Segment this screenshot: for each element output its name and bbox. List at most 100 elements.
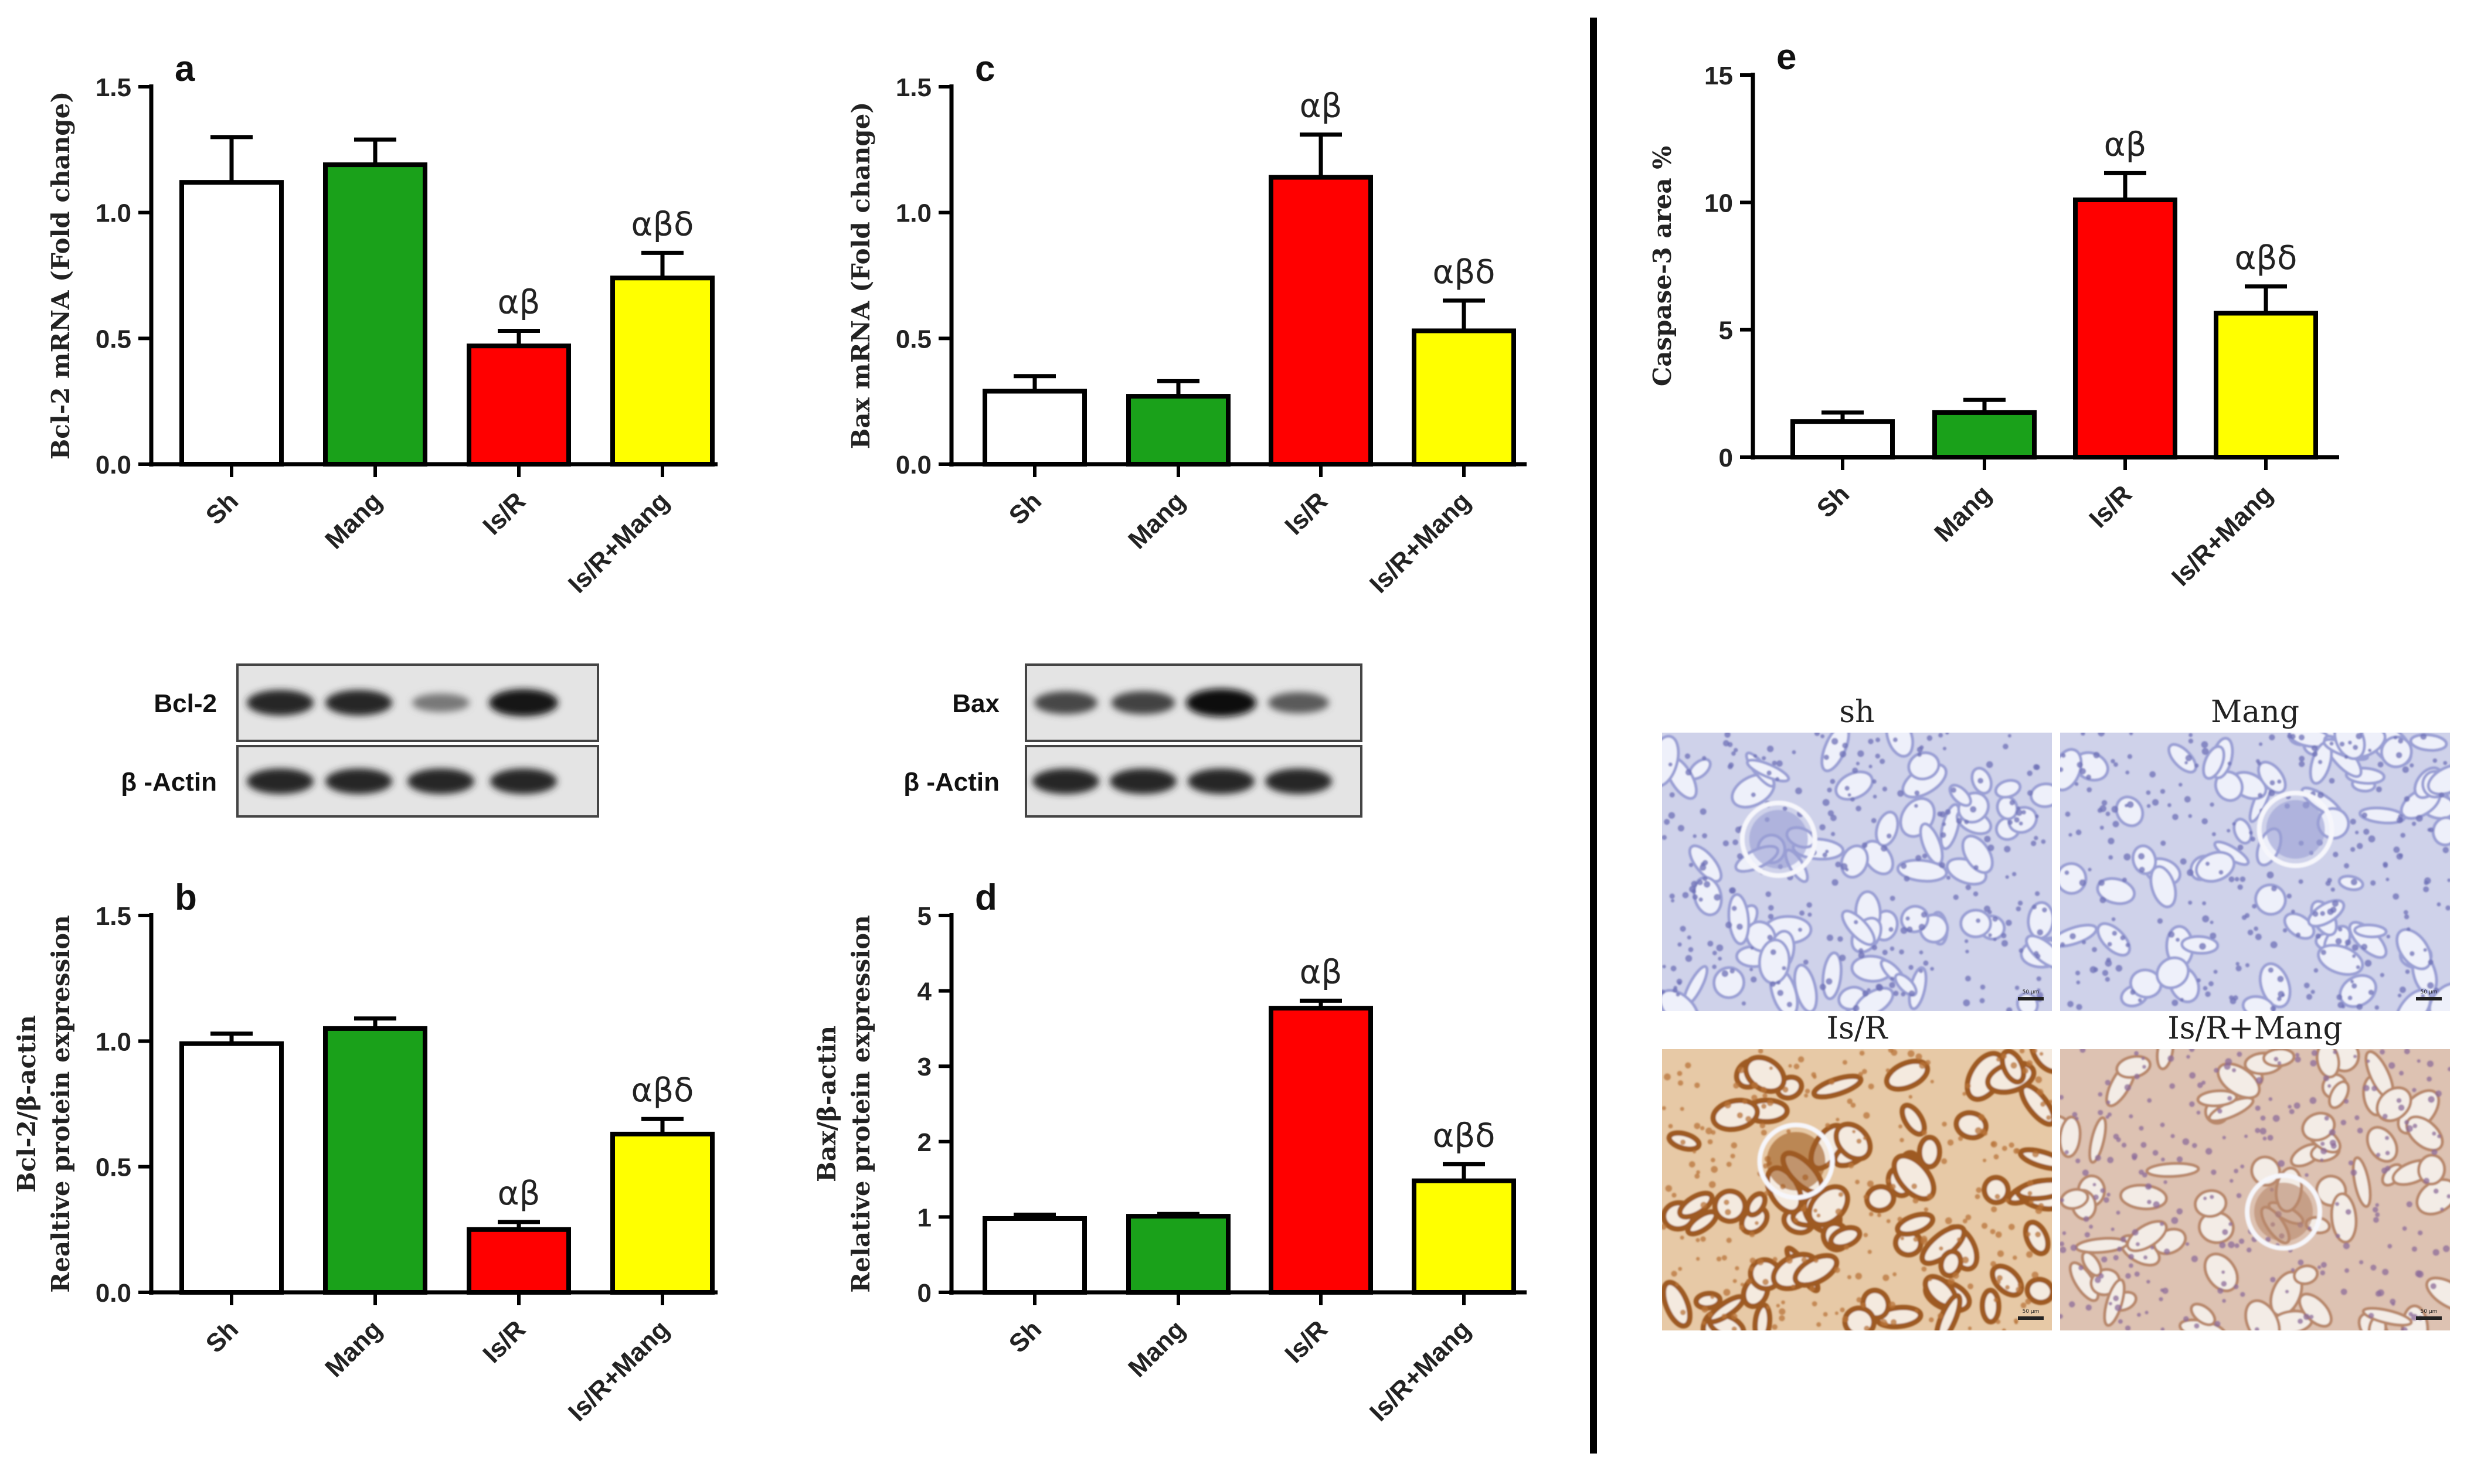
nucleus [1776,1303,1780,1308]
nucleus [2339,741,2345,747]
nucleus [1914,804,1918,808]
nucleus [1749,1231,1755,1238]
nucleus [2064,870,2069,875]
nucleus [2210,1194,2214,1199]
nucleus [1975,1194,1980,1200]
nucleus [1770,949,1776,955]
y-tick-label: 1.5 [896,73,932,102]
nucleus [2060,1247,2067,1254]
nucleus [2393,846,2400,853]
nucleus [1965,1214,1972,1220]
nucleus [1801,1257,1807,1263]
nucleus [2373,1217,2379,1223]
nucleus [2123,853,2131,861]
nucleus [1863,1233,1868,1237]
blot-band [1034,691,1097,714]
nucleus [1834,1311,1838,1315]
nucleus [1995,1231,2002,1238]
nucleus [1762,756,1766,761]
nucleus [2085,1304,2092,1311]
micrograph-is-r-mang: 50 μm Is/R+Mang [2060,1011,2450,1330]
nucleus [1736,853,1743,859]
nucleus [2108,838,2115,845]
nucleus [1822,799,1830,806]
x-tick-label: Is/R [1279,1315,1333,1369]
nucleus [2237,884,2243,890]
y-tick-label: 3 [917,1053,932,1081]
nucleus [1872,779,1877,784]
nucleus [2007,819,2013,825]
nucleus [2291,909,2295,914]
nucleus [2356,1003,2363,1010]
tubule [1744,1191,1768,1218]
nucleus [2343,1099,2349,1104]
nucleus [1804,1088,1810,1094]
nucleus [2098,733,2105,737]
nucleus [2152,1150,2159,1156]
tubule [1994,779,2022,799]
nucleus [1965,884,1972,890]
bar-sh [179,180,284,467]
nucleus [1965,939,1969,944]
nucleus [1945,1217,1952,1224]
nucleus [2344,1268,2350,1273]
nucleus [2147,1098,2152,1103]
nucleus [1693,834,1697,838]
nucleus [2031,840,2037,846]
nucleus [1707,941,1714,947]
nucleus [2400,832,2405,838]
nucleus [1751,1094,1758,1101]
nucleus [2060,1313,2063,1319]
tubule [2060,748,2083,792]
nucleus [2259,1128,2266,1135]
nucleus [2315,933,2321,940]
nucleus [2014,817,2020,823]
blot-band [1186,689,1256,717]
nucleus [2197,978,2201,983]
bar-mang [1932,410,2037,460]
nucleus [2272,1115,2280,1122]
tubule [2376,1086,2412,1122]
nucleus [1871,818,1877,823]
nucleus [2357,1128,2363,1134]
nucleus [2356,965,2360,969]
nucleus [2140,1142,2147,1148]
chart-a: αβ αβδ 0.0 0.5 1.0 1.5 Sh Mang Is/R Is/R+Mang Bcl-… [46,49,718,599]
nucleus [2231,1068,2237,1073]
nucleus [1861,1068,1867,1074]
nucleus [1701,1320,1707,1326]
nucleus [1753,754,1758,758]
nucleus [1816,1322,1821,1327]
x-tick-label: Mang [320,1315,388,1383]
nucleus [2320,1270,2326,1275]
nucleus [1670,965,1677,972]
nucleus [2309,1097,2317,1104]
nucleus [2237,1051,2242,1057]
nucleus [2022,1067,2029,1074]
tubule [2292,1264,2319,1285]
nucleus [2383,863,2388,868]
nucleus [1875,983,1882,991]
nucleus [1795,787,1802,795]
nucleus [2297,1318,2303,1325]
blot-band [407,768,474,794]
nucleus [1887,1179,1891,1183]
nucleus [1751,792,1756,798]
nucleus [2393,736,2398,740]
nucleus [2005,1198,2010,1203]
nucleus [2149,771,2156,778]
nucleus [2255,933,2262,940]
nucleus [2255,1077,2263,1084]
nucleus [1928,1277,1932,1282]
nucleus [2164,1248,2170,1255]
nucleus [1847,793,1851,797]
nucleus [1684,753,1691,759]
nucleus [1900,927,1908,934]
nucleus [1731,751,1736,756]
nucleus [2205,991,2211,997]
nucleus [1868,1083,1874,1090]
y-axis-label: Bax mRNA (Fold change) [847,102,875,450]
blot-band [1032,768,1099,794]
nucleus [1888,927,1894,932]
